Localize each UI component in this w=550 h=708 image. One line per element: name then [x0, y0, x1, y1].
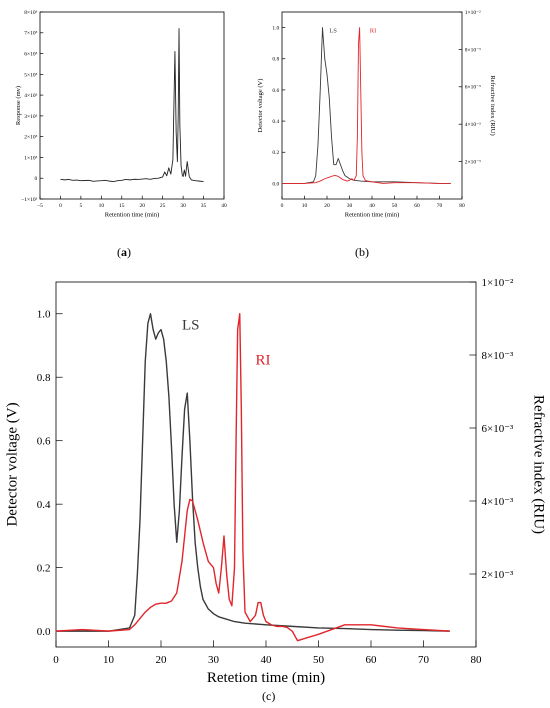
series-line-trace-0: [60, 28, 204, 183]
x-tick-label: 0: [281, 203, 284, 209]
y2-axis-label: Refractive index (RIU): [489, 75, 496, 135]
x-tick-label: 15: [119, 203, 125, 209]
y2-axis-label: Refractive index (RIU): [530, 395, 546, 534]
y2-tick-label: 6×10⁻³: [482, 423, 515, 435]
y2-tick-label: 6×10⁻³: [465, 85, 481, 91]
y-tick-label: 0.2: [272, 150, 279, 156]
series-annotation-ri: RI: [256, 353, 271, 369]
x-tick-label: 0: [53, 654, 59, 666]
x-tick-label: 50: [313, 654, 325, 666]
x-axis-label: Retetion time (min): [207, 670, 325, 686]
y2-tick-label: 2×10⁻³: [482, 569, 515, 581]
y-tick-label: 0.4: [272, 119, 279, 125]
x-tick-label: 80: [459, 203, 465, 209]
y-tick-label: 3×10³: [24, 114, 37, 120]
y-tick-label: 0.8: [37, 372, 51, 384]
y-tick-label: 0.6: [272, 88, 279, 94]
y-tick-label: 0.0: [37, 626, 51, 638]
series-annotation-ls: LS: [182, 318, 200, 334]
plot-frame: [39, 11, 225, 200]
x-tick-label: 40: [369, 203, 375, 209]
x-tick-label: 60: [414, 203, 420, 209]
y-tick-label: 0.6: [37, 436, 51, 448]
x-tick-label: −5: [37, 203, 43, 209]
series-annotation-ls: LS: [329, 27, 337, 34]
series-line-ls: [56, 313, 450, 632]
x-tick-label: 10: [103, 654, 115, 666]
panel-a-label-open: (: [117, 245, 121, 259]
x-tick-label: 40: [261, 654, 273, 666]
x-tick-label: 30: [180, 203, 186, 209]
y-tick-label: 2×10³: [24, 135, 37, 141]
x-tick-label: 20: [156, 654, 168, 666]
y-tick-label: 0.8: [272, 57, 279, 63]
panel-b-label: (b): [355, 245, 369, 259]
x-tick-label: 20: [139, 203, 145, 209]
series-line-ri: [55, 313, 450, 642]
y-axis-label: Detector voltage (V): [257, 79, 264, 133]
y2-tick-label: 4×10⁻³: [465, 122, 481, 128]
chart-panel-b: 0 10 20 30 40 50 60 70 80 0.0 0.2 0.4 0.6 0.8 1.0 2×10⁻…: [257, 10, 496, 219]
panel-a-label-close: ): [127, 245, 131, 259]
y-tick-label: 6×10³: [24, 51, 37, 57]
x-tick-label: 25: [160, 203, 166, 209]
plot-frame: [281, 11, 463, 200]
x-tick-label: 10: [302, 203, 308, 209]
series-annotation-ri: RI: [370, 27, 377, 34]
y-tick-label: 4×10³: [24, 93, 37, 99]
x-tick-label: 70: [437, 203, 443, 209]
x-tick-label: 0: [59, 203, 62, 209]
y-tick-label: 1×10³: [24, 155, 37, 161]
x-tick-label: 30: [347, 203, 353, 209]
y-tick-label: 0: [35, 176, 38, 182]
y-tick-label: 0.4: [37, 499, 51, 511]
y-tick-label: 8×10³: [24, 10, 37, 16]
chart-panel-a: −5 0 5 10 15 20 25 30 35 40 −1×10³ 0 1×10³ 2×10³ 3×10³…: [15, 10, 227, 219]
x-tick-label: 30: [208, 654, 220, 666]
x-tick-label: 5: [80, 203, 83, 209]
y2-tick-label: 2×10⁻³: [465, 160, 481, 166]
y2-tick-label: 1×10⁻²: [465, 10, 481, 16]
x-axis-label: Retention time (min): [345, 212, 400, 219]
y2-tick-label: 1×10⁻²: [482, 277, 515, 289]
y2-tick-label: 4×10⁻³: [482, 496, 515, 508]
y-tick-label: 0.2: [37, 563, 51, 575]
series-line-ri: [282, 27, 451, 184]
chart-panel-c: 0 10 20 30 40 50 60 70 80 0.0 0.2 0.4 0.6 0.8 1.0 2×10⁻…: [4, 277, 546, 686]
y-tick-label: −1×10³: [21, 197, 37, 203]
panel-c-label: (c): [262, 689, 276, 703]
x-tick-label: 40: [221, 203, 227, 209]
y-tick-label: 0.0: [272, 181, 279, 187]
y-tick-label: 1.0: [272, 26, 279, 32]
y-axis-label: Detector voltage (V): [4, 402, 20, 526]
x-tick-label: 50: [392, 203, 398, 209]
x-tick-label: 20: [324, 203, 330, 209]
x-tick-label: 70: [418, 654, 430, 666]
y2-tick-label: 8×10⁻³: [482, 350, 515, 362]
x-tick-label: 10: [99, 203, 105, 209]
x-tick-label: 80: [471, 654, 483, 666]
y-tick-label: 7×10³: [24, 31, 37, 37]
y2-tick-label: 8×10⁻³: [465, 47, 481, 53]
panel-a-label-letter: a: [121, 245, 127, 259]
x-axis-label: Retention time (min): [105, 212, 160, 219]
y-axis-label: Response (mv): [15, 86, 22, 125]
x-tick-label: 35: [201, 203, 207, 209]
y-tick-label: 5×10³: [24, 72, 37, 78]
panel-a-label: (a): [117, 245, 131, 260]
plot-frame: [55, 281, 477, 648]
x-tick-label: 60: [366, 654, 378, 666]
series-line-ls: [282, 27, 451, 184]
y-tick-label: 1.0: [37, 309, 51, 321]
